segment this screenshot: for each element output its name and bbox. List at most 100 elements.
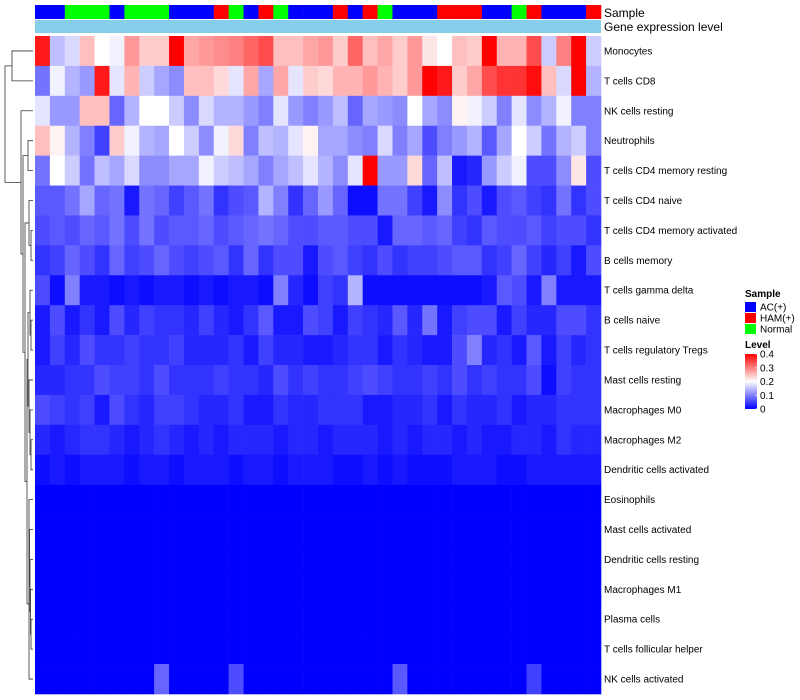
heatmap-cell	[258, 275, 274, 306]
heatmap-cell	[109, 185, 125, 216]
heatmap-cell	[49, 484, 66, 515]
heatmap-cell	[511, 514, 527, 545]
heatmap-cell	[466, 36, 483, 67]
heatmap-cell	[124, 245, 140, 276]
heatmap-cell	[437, 484, 453, 515]
heatmap-cell	[79, 305, 95, 336]
heatmap-cell	[213, 275, 229, 306]
heatmap-cell	[228, 125, 244, 156]
heatmap-cell	[139, 125, 155, 156]
heatmap-cell	[496, 514, 512, 545]
heatmap-cell	[407, 245, 423, 276]
heatmap-cell	[169, 275, 185, 306]
heatmap-cell	[64, 514, 80, 545]
heatmap-cell	[392, 454, 408, 485]
heatmap-cell	[422, 484, 438, 515]
heatmap-cell	[273, 125, 289, 156]
heatmap-cell	[139, 215, 155, 246]
sample-annotation-cell	[466, 5, 483, 19]
sample-annotation-cell	[288, 5, 304, 19]
heatmap-cell	[169, 125, 185, 156]
heatmap-cell	[288, 574, 304, 605]
level-tick-label: 0.2	[760, 377, 774, 388]
heatmap-cell	[109, 275, 125, 306]
heatmap-cell	[109, 544, 125, 575]
heatmap-cell	[154, 125, 170, 156]
heatmap-cell	[496, 664, 512, 695]
heatmap-cell	[273, 275, 289, 306]
heatmap-cell	[273, 574, 289, 605]
heatmap-cell	[258, 335, 274, 366]
heatmap-cell	[124, 664, 140, 695]
sample-legend-swatch	[745, 302, 756, 312]
heatmap-cell	[422, 215, 438, 246]
heatmap-cell	[586, 155, 602, 186]
heatmap-cell	[35, 305, 51, 336]
heatmap-cell	[109, 424, 125, 456]
heatmap-cell	[35, 275, 51, 306]
heatmap-cell	[571, 65, 587, 97]
heatmap-cell	[169, 305, 185, 336]
sample-annotation-cell	[79, 5, 95, 19]
heatmap-cell	[496, 454, 512, 485]
heatmap-cell	[228, 95, 244, 127]
heatmap-cell	[273, 245, 289, 276]
heatmap-cell	[139, 424, 155, 456]
heatmap-cell	[437, 215, 453, 246]
heatmap-cell	[586, 544, 602, 575]
heatmap-cell	[288, 275, 304, 306]
heatmap-cell	[347, 335, 363, 366]
heatmap-cell	[526, 365, 542, 396]
heatmap-cell	[586, 275, 602, 306]
heatmap-cell	[511, 245, 527, 276]
heatmap-cell	[332, 365, 349, 396]
heatmap-cell	[169, 335, 185, 366]
heatmap-cell	[169, 36, 185, 67]
heatmap-cell	[258, 664, 274, 695]
heatmap-cell	[288, 664, 304, 695]
heatmap-cell	[169, 215, 185, 246]
heatmap-cell	[79, 245, 95, 276]
heatmap-cell	[139, 155, 155, 186]
heatmap-cell	[213, 574, 229, 605]
heatmap-cell	[124, 604, 140, 635]
heatmap-cell	[183, 664, 200, 695]
heatmap-cell	[556, 664, 572, 695]
heatmap-cell	[556, 574, 572, 605]
level-tick-label: 0	[760, 405, 766, 416]
heatmap-cell	[318, 634, 334, 665]
heatmap-cell	[526, 95, 542, 127]
heatmap-cell	[109, 514, 125, 545]
heatmap-cell	[213, 65, 229, 97]
row-label: T cells follicular helper	[604, 645, 703, 656]
heatmap-cell	[288, 95, 304, 127]
heatmap-cell	[422, 664, 438, 695]
heatmap-cell	[318, 125, 334, 156]
heatmap-cell	[303, 604, 319, 635]
heatmap-cell	[35, 95, 51, 127]
heatmap-cell	[511, 424, 527, 456]
heatmap-cell	[571, 245, 587, 276]
heatmap-cell	[437, 335, 453, 366]
heatmap-cell	[288, 634, 304, 665]
heatmap-cell	[213, 484, 229, 515]
sample-annotation-cell	[422, 5, 438, 19]
heatmap-cell	[526, 424, 542, 456]
heatmap-cell	[154, 155, 170, 186]
heatmap-cell	[35, 574, 51, 605]
heatmap-cell	[556, 275, 572, 306]
heatmap-cell	[586, 215, 602, 246]
heatmap-cell	[258, 634, 274, 665]
heatmap-cell	[332, 155, 349, 186]
heatmap-cell	[526, 664, 542, 695]
heatmap-cell	[94, 125, 110, 156]
heatmap-cell	[452, 544, 468, 575]
heatmap-cell	[422, 574, 438, 605]
heatmap-cell	[347, 634, 363, 665]
heatmap-cell	[496, 36, 512, 67]
heatmap-cell	[407, 215, 423, 246]
heatmap-cell	[332, 664, 349, 695]
heatmap-cell	[228, 394, 244, 426]
heatmap-cell	[243, 454, 259, 485]
heatmap-cell	[541, 185, 557, 216]
